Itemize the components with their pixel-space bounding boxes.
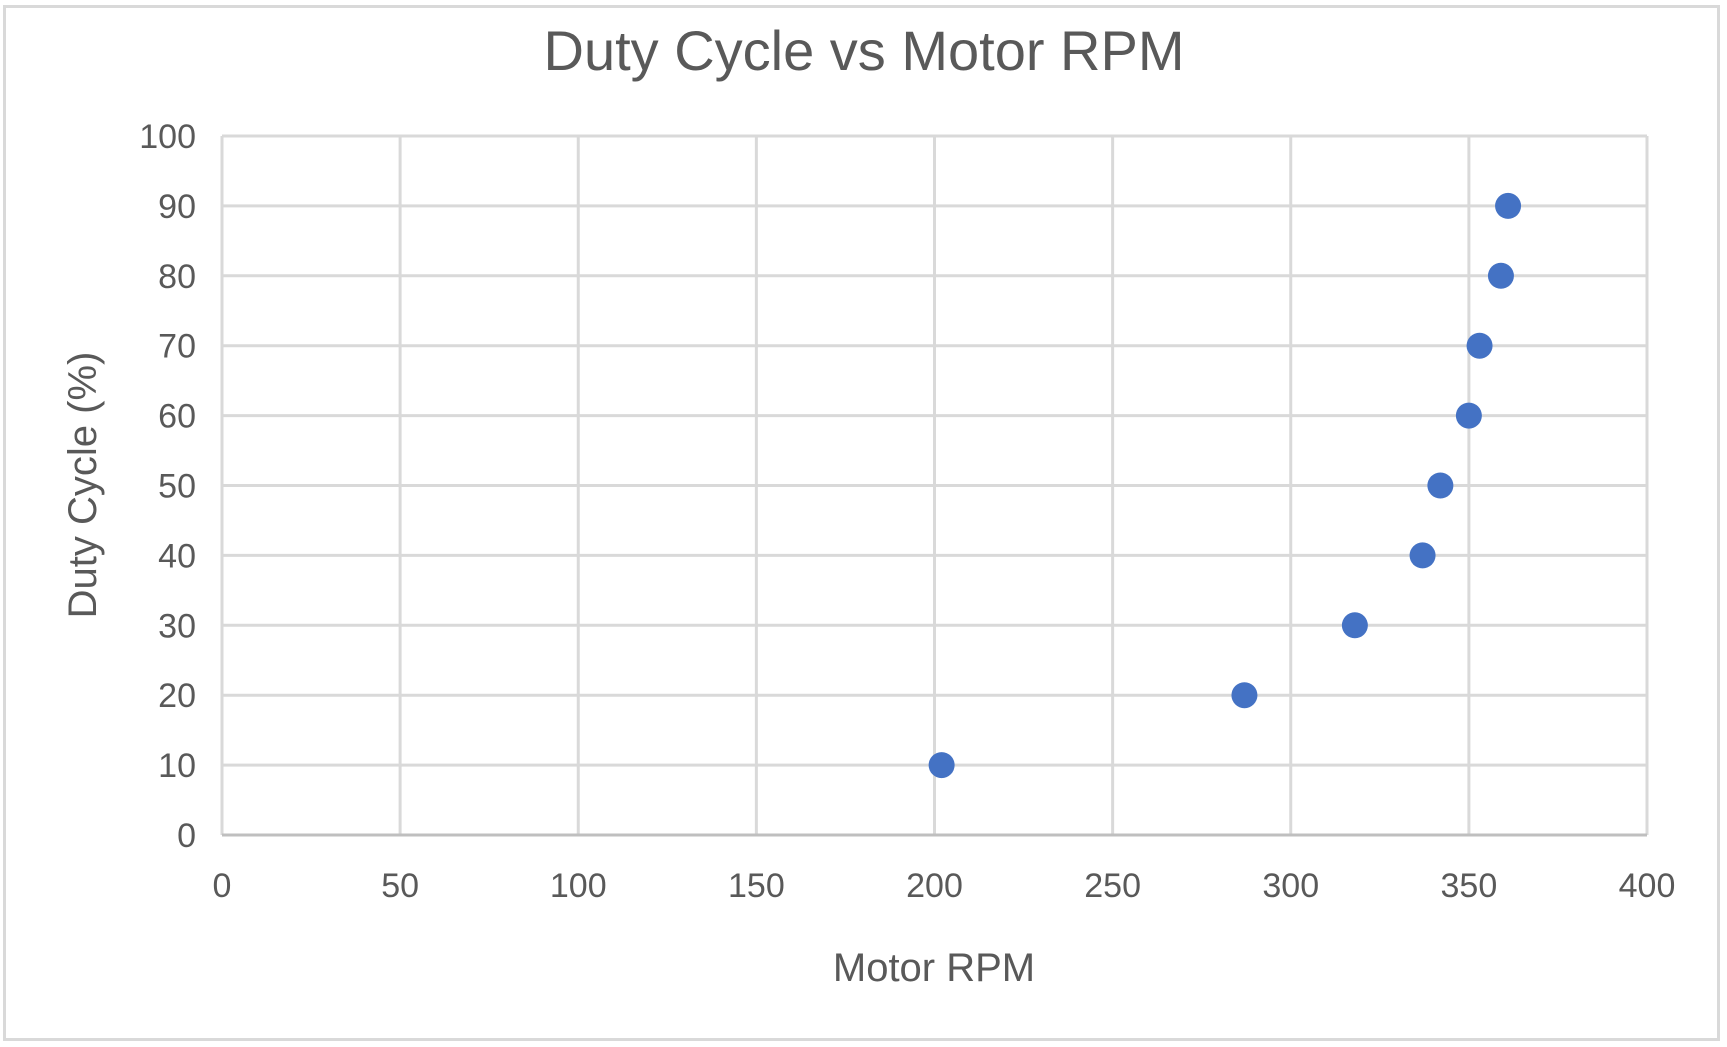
x-axis-tick-labels: 0 50 100 150 200 250 300 350 400 — [213, 867, 1676, 905]
x-tick-label: 50 — [381, 867, 419, 905]
x-tick-label: 350 — [1441, 867, 1498, 905]
chart-frame — [3, 5, 1720, 1041]
y-tick-label: 80 — [158, 258, 196, 296]
y-tick-label: 40 — [158, 537, 196, 575]
x-axis-title: Motor RPM — [833, 946, 1035, 990]
y-tick-label: 100 — [139, 118, 196, 156]
x-tick-label: 300 — [1262, 867, 1319, 905]
x-tick-label: 150 — [728, 867, 785, 905]
y-tick-label: 10 — [158, 747, 196, 785]
y-tick-label: 20 — [158, 677, 196, 715]
x-tick-label: 250 — [1084, 867, 1141, 905]
data-point — [928, 752, 955, 779]
data-point — [1409, 542, 1436, 569]
x-tick-label: 0 — [213, 867, 232, 905]
x-tick-label: 400 — [1619, 867, 1676, 905]
y-tick-label: 70 — [158, 328, 196, 366]
y-tick-label: 60 — [158, 398, 196, 436]
data-point — [1231, 682, 1258, 709]
chart-title: Duty Cycle vs Motor RPM — [544, 19, 1185, 82]
x-tick-label: 200 — [906, 867, 963, 905]
y-tick-label: 90 — [158, 188, 196, 226]
y-tick-label: 0 — [177, 817, 196, 855]
data-point — [1487, 262, 1514, 289]
data-point — [1495, 192, 1522, 219]
y-tick-label: 30 — [158, 607, 196, 645]
y-axis-title: Duty Cycle (%) — [61, 352, 105, 619]
data-point — [1427, 472, 1454, 499]
x-tick-label: 100 — [550, 867, 607, 905]
y-axis-tick-labels: 0 10 20 30 40 50 60 70 80 90 100 — [139, 118, 196, 855]
y-tick-label: 50 — [158, 468, 196, 506]
data-point — [1466, 332, 1493, 359]
data-point — [1341, 612, 1368, 639]
data-points — [928, 192, 1522, 779]
data-point — [1455, 402, 1482, 429]
